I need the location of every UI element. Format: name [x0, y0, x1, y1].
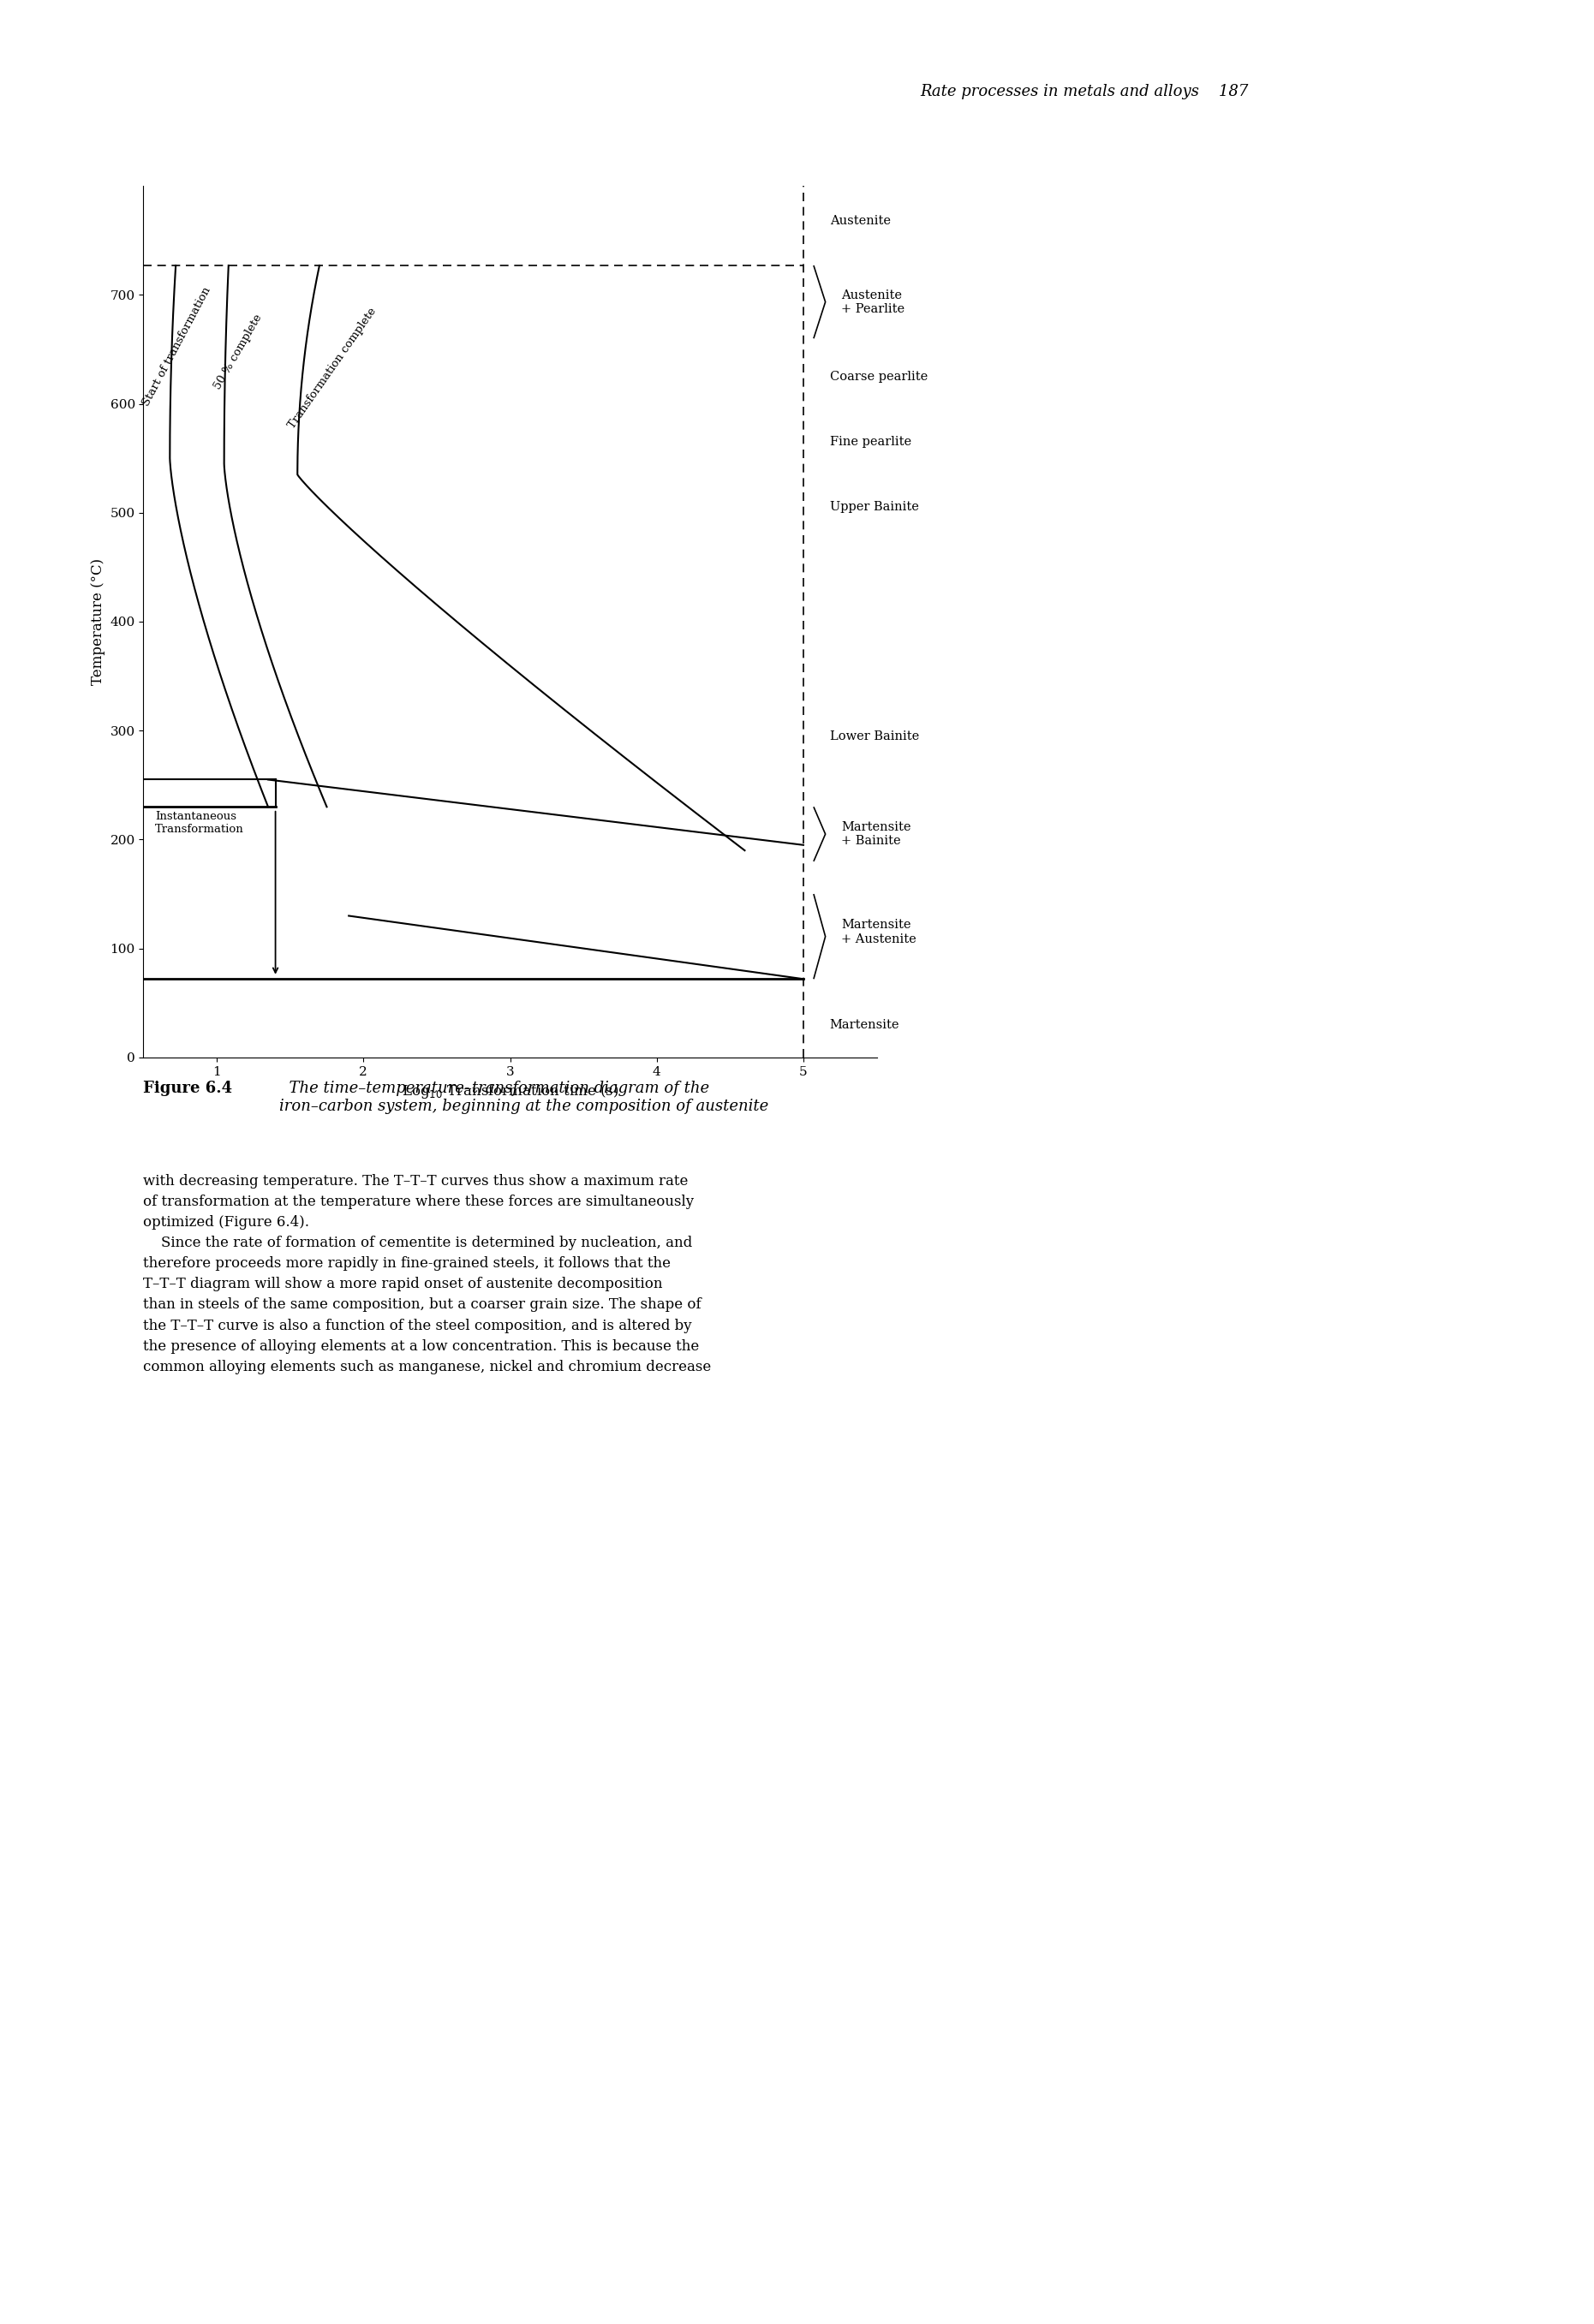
Text: Lower Bainite: Lower Bainite — [830, 730, 920, 741]
X-axis label: Log$_{10}$ Transformation time (s): Log$_{10}$ Transformation time (s) — [402, 1083, 618, 1102]
Text: The time–temperature–transformation diagram of the
iron–carbon system, beginning: The time–temperature–transformation diag… — [279, 1081, 768, 1113]
Text: 50 % complete: 50 % complete — [212, 311, 265, 390]
Y-axis label: Temperature (°C): Temperature (°C) — [91, 558, 105, 686]
Text: Figure 6.4: Figure 6.4 — [143, 1081, 233, 1097]
Text: Austenite: Austenite — [830, 214, 891, 228]
Text: Rate processes in metals and alloys    187: Rate processes in metals and alloys 187 — [920, 84, 1248, 100]
Text: Fine pearlite: Fine pearlite — [830, 437, 912, 449]
Text: Start of transformation: Start of transformation — [140, 286, 214, 409]
Text: Martensite
+ Austenite: Martensite + Austenite — [842, 920, 917, 946]
Text: Transformation complete: Transformation complete — [287, 304, 379, 430]
Text: Upper Bainite: Upper Bainite — [830, 502, 918, 514]
Text: Martensite
+ Bainite: Martensite + Bainite — [842, 820, 912, 846]
Text: Austenite
+ Pearlite: Austenite + Pearlite — [842, 290, 905, 316]
Text: Instantaneous
Transformation: Instantaneous Transformation — [155, 811, 244, 834]
Text: with decreasing temperature. The T–T–T curves thus show a maximum rate
of transf: with decreasing temperature. The T–T–T c… — [143, 1174, 711, 1373]
Text: Martensite: Martensite — [830, 1018, 899, 1032]
Text: Coarse pearlite: Coarse pearlite — [830, 370, 928, 383]
